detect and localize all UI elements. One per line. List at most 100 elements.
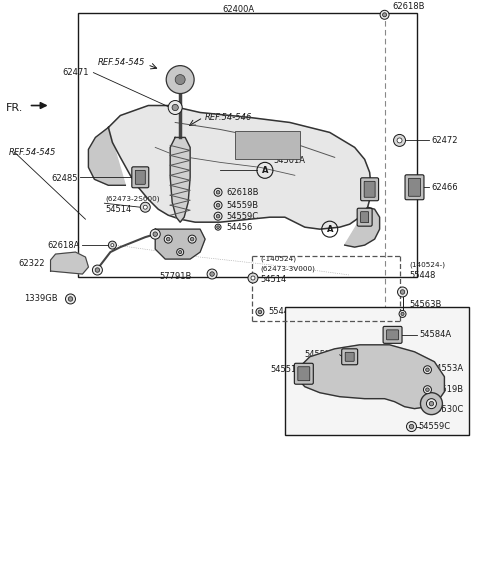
Circle shape bbox=[214, 212, 222, 220]
Circle shape bbox=[207, 269, 217, 279]
Text: 54559C: 54559C bbox=[226, 211, 258, 221]
Circle shape bbox=[216, 191, 220, 194]
Polygon shape bbox=[88, 128, 125, 185]
Circle shape bbox=[407, 422, 417, 431]
Circle shape bbox=[168, 100, 182, 115]
Circle shape bbox=[111, 244, 114, 247]
Text: A: A bbox=[262, 166, 268, 175]
Text: FR.: FR. bbox=[6, 103, 24, 112]
Circle shape bbox=[210, 272, 215, 276]
Circle shape bbox=[426, 368, 429, 371]
Circle shape bbox=[93, 265, 102, 275]
FancyBboxPatch shape bbox=[360, 211, 369, 223]
Circle shape bbox=[400, 290, 405, 294]
Circle shape bbox=[399, 310, 406, 318]
Circle shape bbox=[401, 312, 404, 315]
Circle shape bbox=[150, 229, 160, 239]
Text: (140524-): (140524-) bbox=[409, 262, 445, 268]
Circle shape bbox=[426, 399, 436, 409]
FancyBboxPatch shape bbox=[386, 330, 398, 340]
Circle shape bbox=[251, 276, 255, 280]
Text: 54552D: 54552D bbox=[304, 350, 336, 359]
Circle shape bbox=[423, 386, 432, 393]
Text: (62473-2S600): (62473-2S600) bbox=[106, 196, 160, 202]
Circle shape bbox=[177, 248, 184, 256]
Bar bbox=[235, 132, 300, 159]
FancyBboxPatch shape bbox=[132, 167, 149, 188]
FancyBboxPatch shape bbox=[357, 208, 372, 226]
Text: 54519B: 54519B bbox=[432, 385, 464, 394]
Circle shape bbox=[144, 205, 147, 209]
Text: 62471: 62471 bbox=[62, 68, 88, 77]
FancyBboxPatch shape bbox=[408, 178, 420, 196]
Text: 54514: 54514 bbox=[260, 274, 286, 284]
Circle shape bbox=[95, 268, 100, 272]
Text: (-140524): (-140524) bbox=[260, 256, 296, 263]
Text: 1339GB: 1339GB bbox=[24, 294, 58, 303]
Polygon shape bbox=[345, 207, 380, 247]
Circle shape bbox=[164, 235, 172, 243]
Text: 54530C: 54530C bbox=[432, 405, 464, 414]
Text: 54514: 54514 bbox=[106, 205, 132, 214]
Bar bbox=[285, 307, 469, 434]
Bar bbox=[78, 13, 418, 277]
Text: 62472: 62472 bbox=[432, 136, 458, 145]
Circle shape bbox=[248, 273, 258, 283]
FancyBboxPatch shape bbox=[345, 352, 354, 361]
FancyBboxPatch shape bbox=[364, 181, 375, 197]
FancyBboxPatch shape bbox=[405, 175, 424, 200]
Circle shape bbox=[397, 138, 402, 143]
Text: 62466: 62466 bbox=[432, 183, 458, 192]
FancyBboxPatch shape bbox=[342, 349, 358, 365]
Circle shape bbox=[383, 13, 386, 17]
Circle shape bbox=[256, 308, 264, 316]
Text: 54584A: 54584A bbox=[420, 331, 452, 340]
Circle shape bbox=[65, 294, 75, 304]
Circle shape bbox=[216, 204, 220, 207]
FancyBboxPatch shape bbox=[383, 327, 402, 344]
Circle shape bbox=[188, 235, 196, 243]
Circle shape bbox=[394, 134, 406, 146]
Text: 54553A: 54553A bbox=[432, 364, 464, 373]
Circle shape bbox=[216, 214, 220, 218]
Circle shape bbox=[426, 388, 429, 391]
Text: 54456: 54456 bbox=[226, 223, 252, 232]
Text: 62618A: 62618A bbox=[47, 240, 80, 249]
Polygon shape bbox=[170, 137, 190, 222]
Circle shape bbox=[214, 201, 222, 209]
Circle shape bbox=[68, 297, 73, 301]
Circle shape bbox=[429, 401, 434, 406]
Text: 55448: 55448 bbox=[268, 307, 294, 316]
Circle shape bbox=[172, 104, 179, 111]
Circle shape bbox=[216, 226, 219, 229]
Text: A: A bbox=[326, 225, 333, 234]
FancyBboxPatch shape bbox=[298, 367, 310, 380]
Text: (62473-3V000): (62473-3V000) bbox=[260, 266, 315, 272]
Circle shape bbox=[140, 202, 150, 212]
Text: 62400A: 62400A bbox=[222, 5, 254, 14]
Text: 62618B: 62618B bbox=[393, 2, 425, 11]
Circle shape bbox=[423, 366, 432, 374]
Circle shape bbox=[397, 287, 408, 297]
Text: REF.54-545: REF.54-545 bbox=[9, 148, 56, 157]
Text: 62618B: 62618B bbox=[226, 188, 259, 197]
Text: 55448: 55448 bbox=[409, 270, 436, 280]
Text: 54500: 54500 bbox=[273, 146, 299, 155]
Polygon shape bbox=[108, 105, 372, 229]
Text: 54501A: 54501A bbox=[273, 156, 305, 165]
Text: 57791B: 57791B bbox=[160, 272, 192, 281]
FancyBboxPatch shape bbox=[294, 363, 313, 384]
Text: 54551D: 54551D bbox=[270, 365, 303, 374]
Text: 62322: 62322 bbox=[18, 259, 45, 268]
Circle shape bbox=[108, 241, 116, 249]
Text: 62485: 62485 bbox=[51, 174, 77, 183]
Circle shape bbox=[409, 424, 414, 429]
Circle shape bbox=[167, 238, 170, 241]
Circle shape bbox=[215, 224, 221, 230]
Circle shape bbox=[191, 238, 194, 241]
Polygon shape bbox=[155, 229, 205, 259]
Text: 54563B: 54563B bbox=[409, 301, 442, 310]
Circle shape bbox=[153, 232, 157, 236]
Circle shape bbox=[214, 188, 222, 196]
Text: REF.54-546: REF.54-546 bbox=[205, 113, 252, 122]
